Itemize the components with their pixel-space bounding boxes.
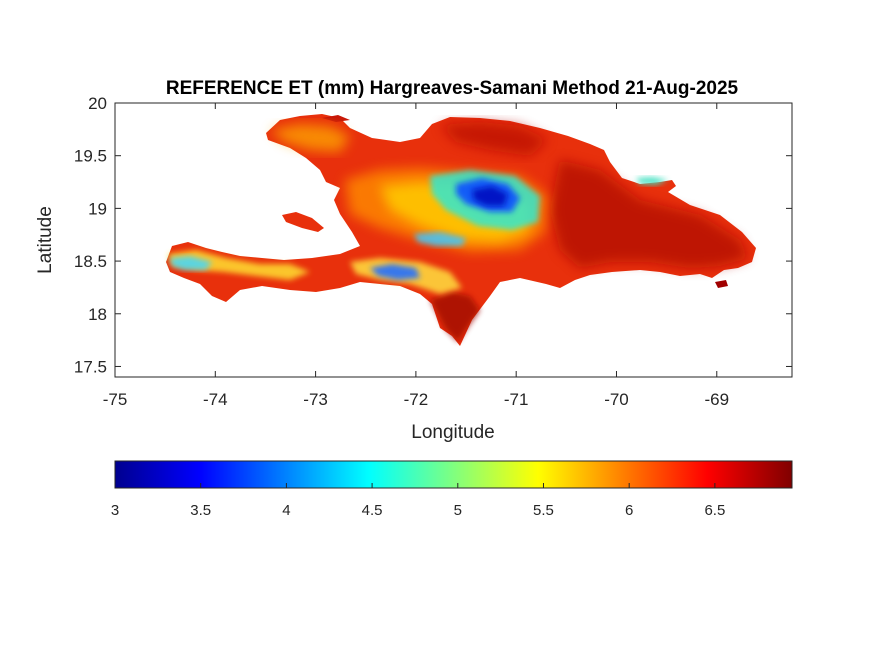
x-tick-label: -72 [404, 390, 429, 409]
gonave-island [282, 212, 324, 232]
y-tick-label: 19.5 [74, 147, 107, 166]
colorbar-tick-label: 5.5 [533, 502, 554, 519]
x-tick-label: -75 [103, 390, 128, 409]
zone-darkred-south [430, 292, 480, 342]
zone-blue-selle [370, 264, 420, 280]
saona-island [715, 280, 728, 288]
zone-darkred-north [440, 122, 548, 156]
zone-cyan-north-tip [636, 177, 668, 185]
colorbar [114, 460, 793, 489]
colorbar-tick-label: 4.5 [362, 502, 383, 519]
colorbar-tick-label: 3.5 [190, 502, 211, 519]
x-tick-label: -74 [203, 390, 228, 409]
x-tick-label: -73 [303, 390, 328, 409]
x-tick-label: -71 [504, 390, 529, 409]
y-tick-label: 19 [88, 199, 107, 218]
x-axis: -75 -74 -73 -72 -71 -70 -69 [103, 103, 729, 409]
colorbar-tick-label: 6.5 [704, 502, 725, 519]
colorbar-tick-label: 4 [282, 502, 290, 519]
colorbar-tick-label: 6 [625, 502, 633, 519]
x-tick-label: -70 [604, 390, 629, 409]
zone-yellow-hotte [168, 250, 310, 280]
colorbar-tick-label: 5 [454, 502, 462, 519]
x-tick-label: -69 [704, 390, 729, 409]
zone-darkred-east [550, 160, 748, 268]
chart-title: REFERENCE ET (mm) Hargreaves-Samani Meth… [166, 78, 739, 99]
tortuga-island [322, 115, 350, 122]
y-tick-label: 17.5 [74, 357, 107, 376]
zone-darkblue-peaks [472, 186, 508, 206]
y-axis: 20 19.5 19 18.5 18 17.5 [74, 94, 792, 376]
y-axis-label: Latitude [35, 206, 56, 274]
zone-cyan-hotte [170, 256, 212, 270]
colorbar-tick-label: 3 [111, 502, 119, 519]
zone-cyan-neiba [414, 232, 466, 246]
y-tick-label: 20 [88, 94, 107, 113]
y-tick-label: 18.5 [74, 252, 107, 271]
colorbar-ticks: 3 3.5 4 4.5 5 5.5 6 6.5 [111, 483, 725, 519]
x-axis-label: Longitude [411, 422, 494, 443]
et-value-zones [168, 122, 748, 342]
y-tick-label: 18 [88, 305, 107, 324]
zone-yellow-northwest [270, 124, 350, 152]
